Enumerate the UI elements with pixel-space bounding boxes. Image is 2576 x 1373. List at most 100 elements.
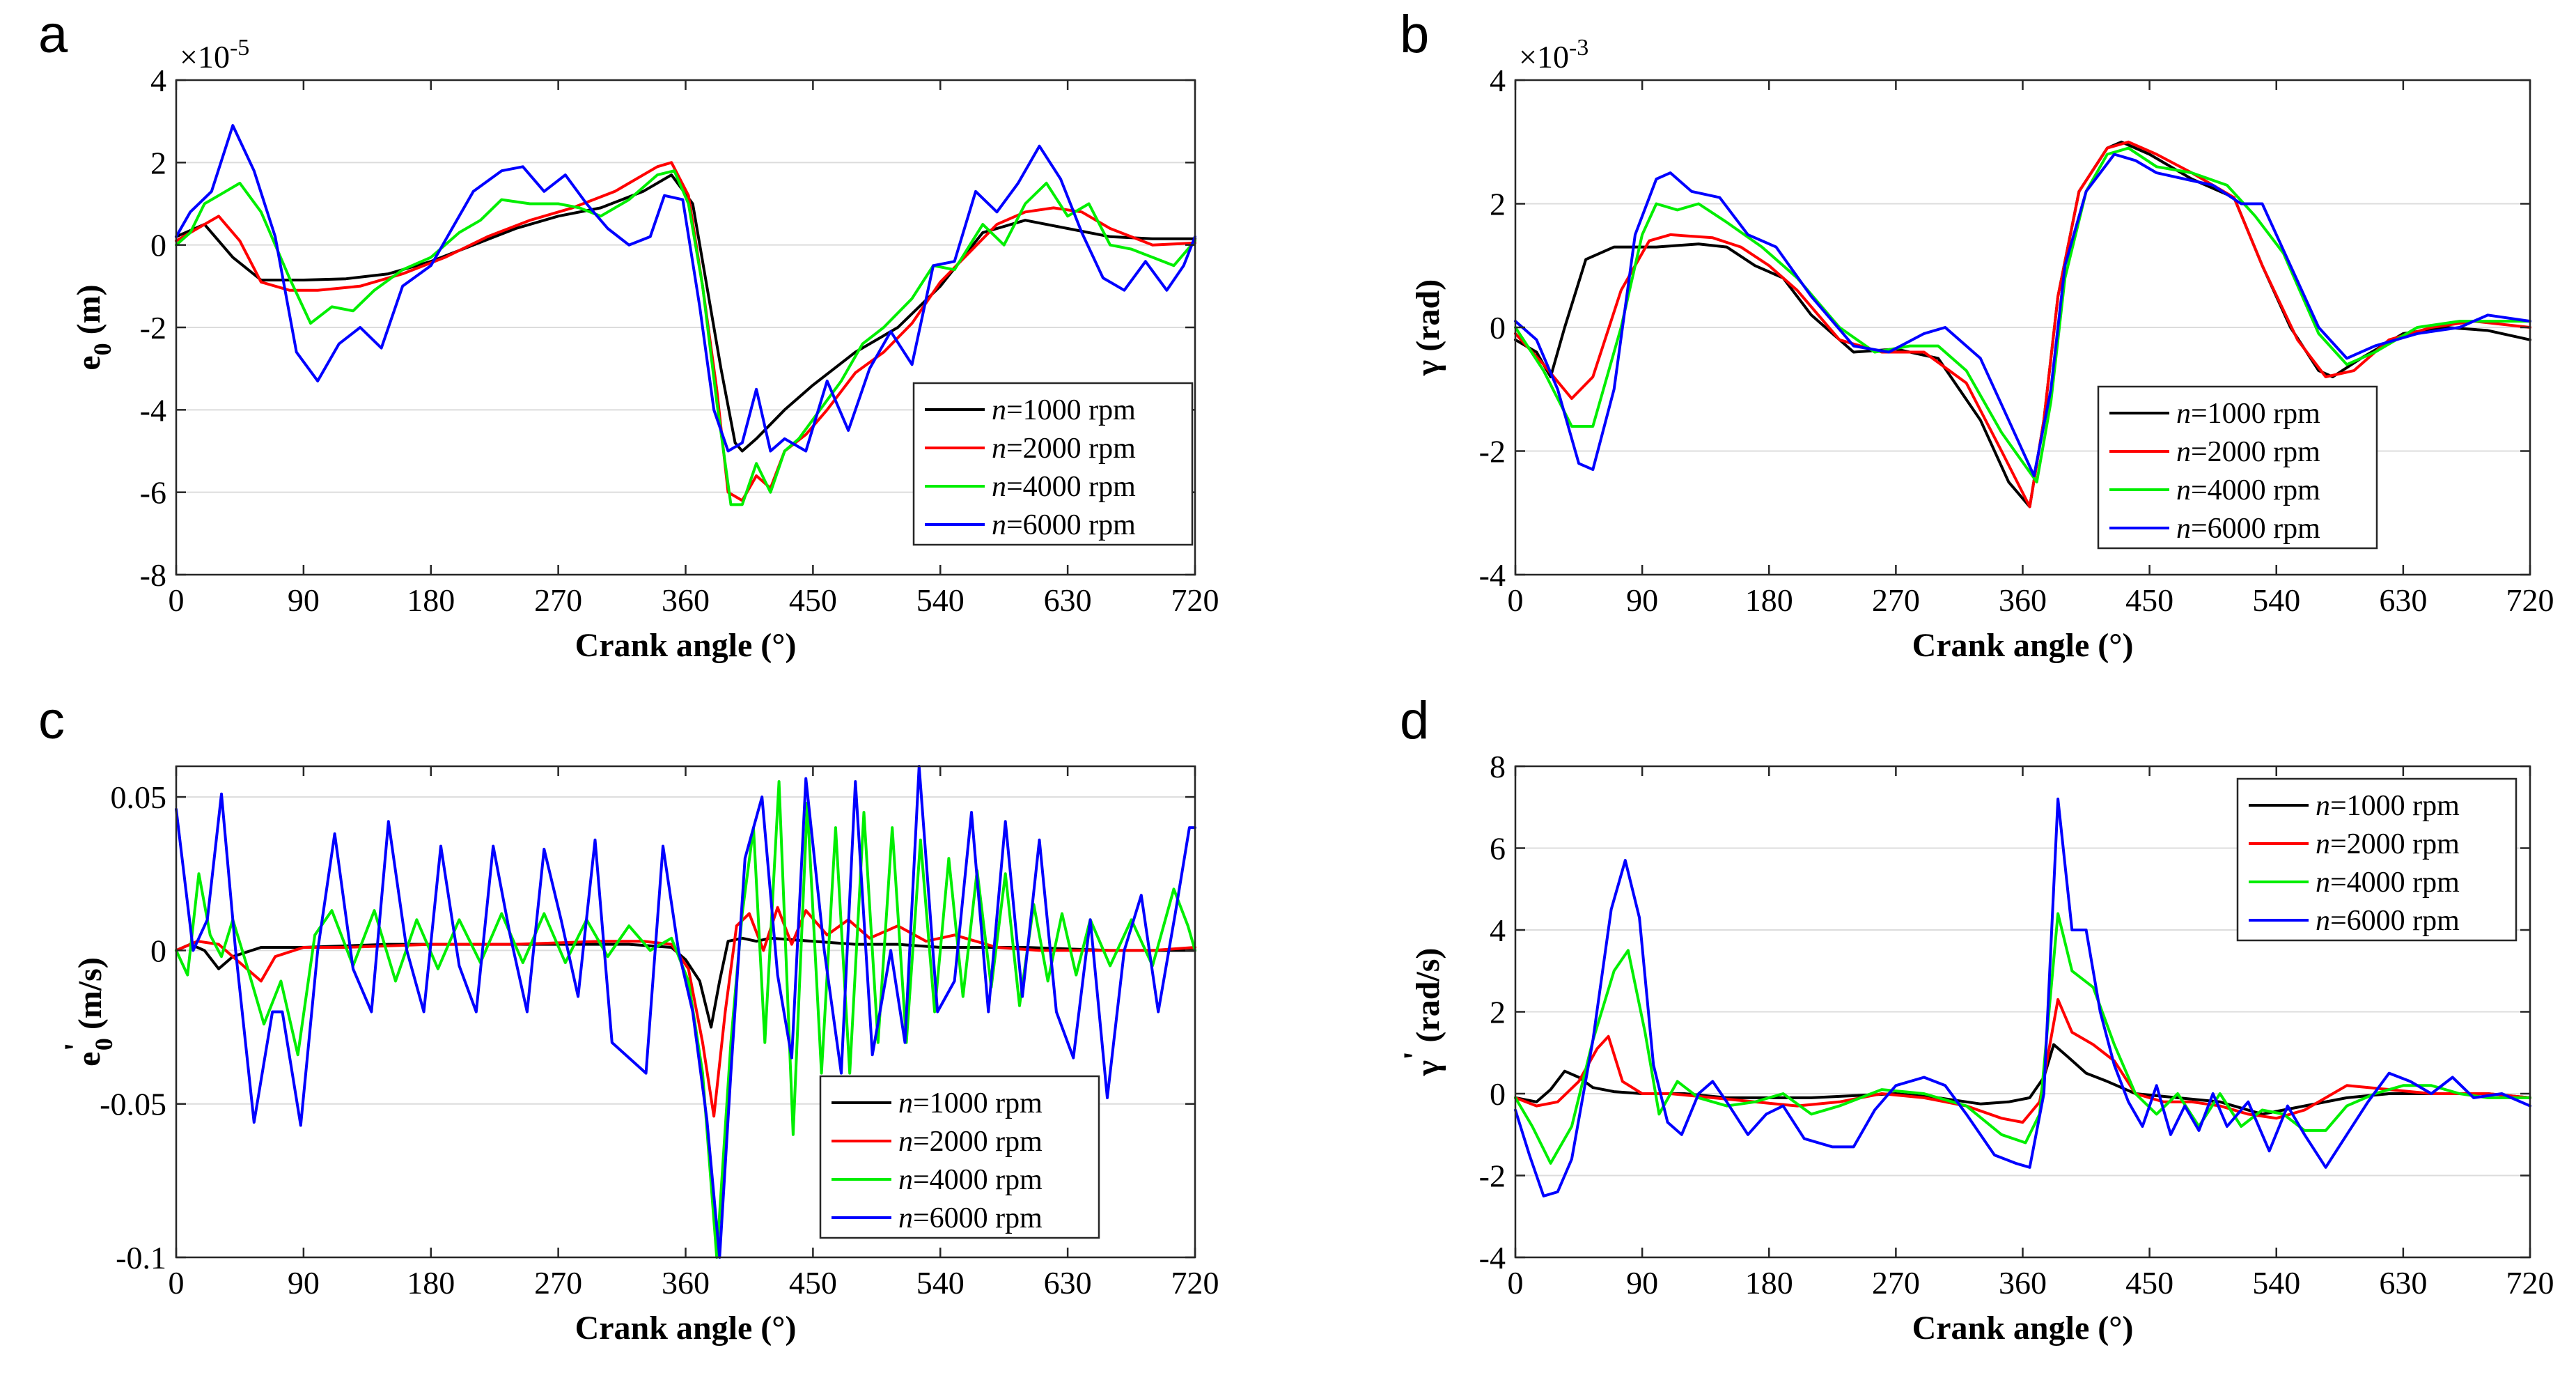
x-tick-label: 360	[662, 582, 710, 618]
panel-b: b 0 90 180 270 360 450 540 630 720 -4 -2 0 2 4 ×10-3 Cra…	[1400, 5, 2554, 664]
x-tick-label: 180	[407, 1265, 455, 1301]
series-line-4	[1514, 153, 2531, 477]
x-tick-label: 180	[407, 582, 455, 618]
legend: n=1000 rpm n=2000 rpm n=4000 rpm n=6000 rpm	[912, 382, 1194, 546]
series-line-3	[1514, 912, 2531, 1165]
y-tick-label: -6	[140, 475, 166, 511]
legend-label: n=1000 rpm	[898, 1087, 1043, 1119]
x-tick-label: 270	[1872, 1265, 1920, 1301]
x-tick-label: 0	[169, 1265, 185, 1301]
legend-label: n=6000 rpm	[898, 1202, 1043, 1234]
legend: n=1000 rpm n=2000 rpm n=4000 rpm n=6000 rpm	[819, 1075, 1100, 1239]
series-line-1	[175, 173, 1196, 453]
series-line-4	[175, 765, 1196, 1259]
x-tick-label: 720	[1171, 582, 1219, 618]
y-tick-label: 2	[1490, 995, 1506, 1030]
panel-a: a 0 90 180 270 360 450 540 630 720 -8 -6 -4 -2 0 2 4 ×10-…	[38, 5, 1219, 664]
x-tick-label: 180	[1745, 1265, 1793, 1301]
y-tick-label: -4	[1479, 1240, 1506, 1275]
y-tick-label: -4	[140, 392, 166, 428]
panel-d: d 0 90 180 270 360 450 540 630 720 -4 -2 0 2 4 6 8 Crank …	[1397, 691, 2554, 1347]
x-tick-label: 0	[1508, 582, 1524, 618]
legend-label: n=2000 rpm	[898, 1126, 1043, 1158]
legend-label: n=4000 rpm	[992, 471, 1136, 503]
x-tick-label: 720	[1171, 1265, 1219, 1301]
legend: n=1000 rpm n=2000 rpm n=4000 rpm n=6000 rpm	[2236, 777, 2518, 942]
x-axis-label: Crank angle (°)	[575, 627, 797, 664]
legend-label: n=2000 rpm	[2176, 436, 2320, 468]
x-tick-label: 540	[916, 1265, 965, 1301]
y-tick-label: 4	[1490, 913, 1506, 948]
x-axis-label: Crank angle (°)	[1912, 627, 2134, 664]
x-tick-label: 270	[534, 582, 582, 618]
x-tick-label: 90	[288, 582, 320, 618]
legend-label: n=1000 rpm	[2316, 790, 2460, 822]
legend-label: n=6000 rpm	[2316, 905, 2460, 937]
x-tick-label: 450	[789, 1265, 837, 1301]
y-axis-label: e'0 (m/s)	[58, 957, 118, 1066]
y-tick-label: -0.1	[116, 1240, 166, 1275]
y-tick-label: 4	[1490, 63, 1506, 98]
legend-label: n=4000 rpm	[898, 1164, 1043, 1196]
y-tick-label: 0.05	[111, 779, 167, 815]
x-tick-label: 270	[534, 1265, 582, 1301]
y-tick-label: 8	[1490, 749, 1506, 784]
x-tick-label: 90	[288, 1265, 320, 1301]
y-tick-label: 6	[1490, 831, 1506, 867]
axis-exponent: ×10-5	[180, 35, 249, 75]
x-tick-label: 540	[916, 582, 965, 618]
y-tick-label: -2	[140, 310, 166, 346]
x-tick-label: 360	[1999, 1265, 2047, 1301]
legend: n=1000 rpm n=2000 rpm n=4000 rpm n=6000 rpm	[2097, 385, 2378, 550]
x-tick-label: 540	[2252, 1265, 2300, 1301]
y-tick-label: 4	[150, 63, 166, 98]
legend-label: n=1000 rpm	[2176, 398, 2320, 430]
panel-letter: c	[38, 691, 65, 750]
x-tick-label: 630	[1044, 1265, 1092, 1301]
x-tick-label: 720	[2506, 1265, 2554, 1301]
legend-label: n=4000 rpm	[2176, 474, 2320, 506]
legend-label: n=6000 rpm	[2176, 513, 2320, 545]
x-tick-label: 90	[1626, 1265, 1658, 1301]
x-tick-label: 720	[2506, 582, 2554, 618]
y-tick-label: 0	[150, 228, 166, 263]
panel-letter: b	[1400, 5, 1429, 64]
series-line-4	[1514, 798, 2531, 1197]
y-tick-label: 2	[150, 145, 166, 180]
y-tick-label: 0	[1490, 1076, 1506, 1112]
y-tick-label: 0	[1490, 310, 1506, 346]
series-line-3	[175, 169, 1196, 506]
legend-label: n=4000 rpm	[2316, 867, 2460, 899]
x-axis-label: Crank angle (°)	[575, 1310, 797, 1347]
legend-label: n=1000 rpm	[992, 394, 1136, 426]
x-tick-label: 450	[2125, 1265, 2173, 1301]
panel-letter: a	[38, 5, 68, 64]
series-line-2	[1514, 998, 2531, 1124]
y-axis-label: e0 (m)	[70, 284, 116, 370]
y-tick-label: 0	[150, 933, 166, 968]
axis-exponent: ×10-3	[1519, 35, 1588, 75]
panel-c: c 0 90 180 270 360 450 540 630 720 -0.1 -0.05 0 0.05 C…	[38, 691, 1219, 1347]
x-tick-label: 630	[2379, 582, 2427, 618]
series-line-1	[1514, 1043, 2531, 1116]
legend-label: n=2000 rpm	[992, 433, 1136, 465]
x-tick-label: 360	[1999, 582, 2047, 618]
y-tick-label: -0.05	[100, 1087, 166, 1122]
panel-letter: d	[1400, 691, 1429, 750]
x-tick-label: 450	[789, 582, 837, 618]
x-tick-label: 450	[2125, 582, 2173, 618]
legend-label: n=2000 rpm	[2316, 828, 2460, 860]
y-tick-label: -8	[140, 557, 166, 593]
x-tick-label: 90	[1626, 582, 1658, 618]
x-tick-label: 180	[1745, 582, 1793, 618]
x-tick-label: 0	[169, 582, 185, 618]
y-tick-label: -4	[1479, 557, 1506, 593]
x-axis-label: Crank angle (°)	[1912, 1310, 2134, 1347]
y-axis-label: γ' (rad/s)	[1397, 948, 1446, 1077]
series-line-4	[175, 124, 1196, 453]
series-line-2	[1514, 140, 2531, 509]
y-tick-label: -2	[1479, 434, 1506, 470]
x-tick-label: 0	[1508, 1265, 1524, 1301]
x-tick-label: 630	[2379, 1265, 2427, 1301]
